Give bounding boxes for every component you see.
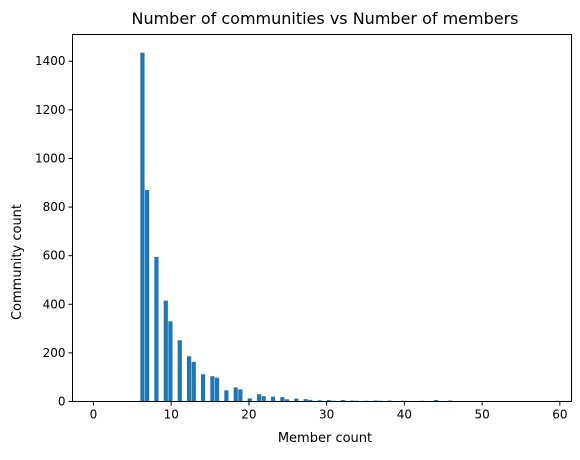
bar-0	[140, 53, 144, 402]
x-axis-label: Member count	[278, 431, 372, 446]
x-tick-label: 50	[474, 408, 489, 422]
y-tick-label: 1200	[35, 103, 66, 117]
chart-title: Number of communities vs Number of membe…	[131, 9, 518, 28]
bar-18	[280, 397, 284, 401]
bar-5	[178, 340, 182, 401]
bar-8	[201, 374, 205, 401]
x-tick-label: 10	[164, 408, 179, 422]
bar-10	[215, 378, 219, 402]
y-axis-label: Community count	[10, 204, 25, 320]
bars-group	[140, 53, 559, 402]
y-tick-label: 1400	[35, 54, 66, 68]
x-tick-label: 30	[319, 408, 334, 422]
y-tick-label: 200	[43, 346, 66, 360]
bar-13	[238, 389, 242, 401]
bar-3	[164, 301, 168, 402]
bar-4	[168, 321, 172, 401]
y-tick-label: 400	[43, 297, 66, 311]
bar-11	[224, 390, 228, 401]
bar-2	[154, 257, 158, 402]
bar-12	[234, 387, 238, 401]
x-tick-label: 60	[552, 408, 567, 422]
bar-6	[187, 356, 191, 401]
y-tick-label: 600	[43, 249, 66, 263]
x-tick-label: 40	[397, 408, 412, 422]
bar-1	[145, 190, 149, 401]
bar-7	[192, 362, 196, 402]
bar-17	[271, 397, 275, 402]
y-tick-label: 800	[43, 200, 66, 214]
y-tick-label: 0	[58, 395, 66, 409]
bar-15	[257, 394, 261, 401]
x-tick-label: 0	[90, 408, 98, 422]
bar-16	[262, 396, 266, 401]
x-tick-label: 20	[241, 408, 256, 422]
bar-9	[210, 376, 214, 401]
y-tick-label: 1000	[35, 151, 66, 165]
